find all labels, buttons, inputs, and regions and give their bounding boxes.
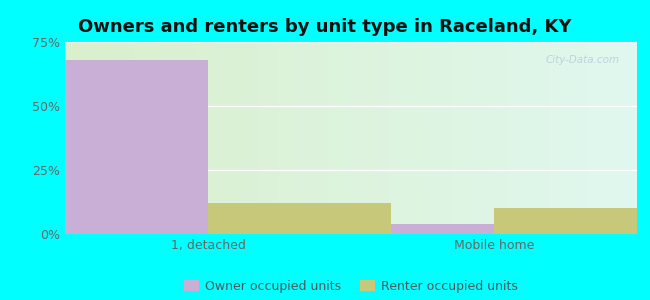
Text: Owners and renters by unit type in Raceland, KY: Owners and renters by unit type in Racel… bbox=[78, 18, 572, 36]
Bar bbox=[494, 208, 650, 234]
Legend: Owner occupied units, Renter occupied units: Owner occupied units, Renter occupied un… bbox=[179, 275, 523, 298]
Bar bbox=[311, 224, 494, 234]
Bar bbox=[208, 203, 391, 234]
Text: City-Data.com: City-Data.com bbox=[546, 56, 620, 65]
Bar bbox=[25, 60, 208, 234]
